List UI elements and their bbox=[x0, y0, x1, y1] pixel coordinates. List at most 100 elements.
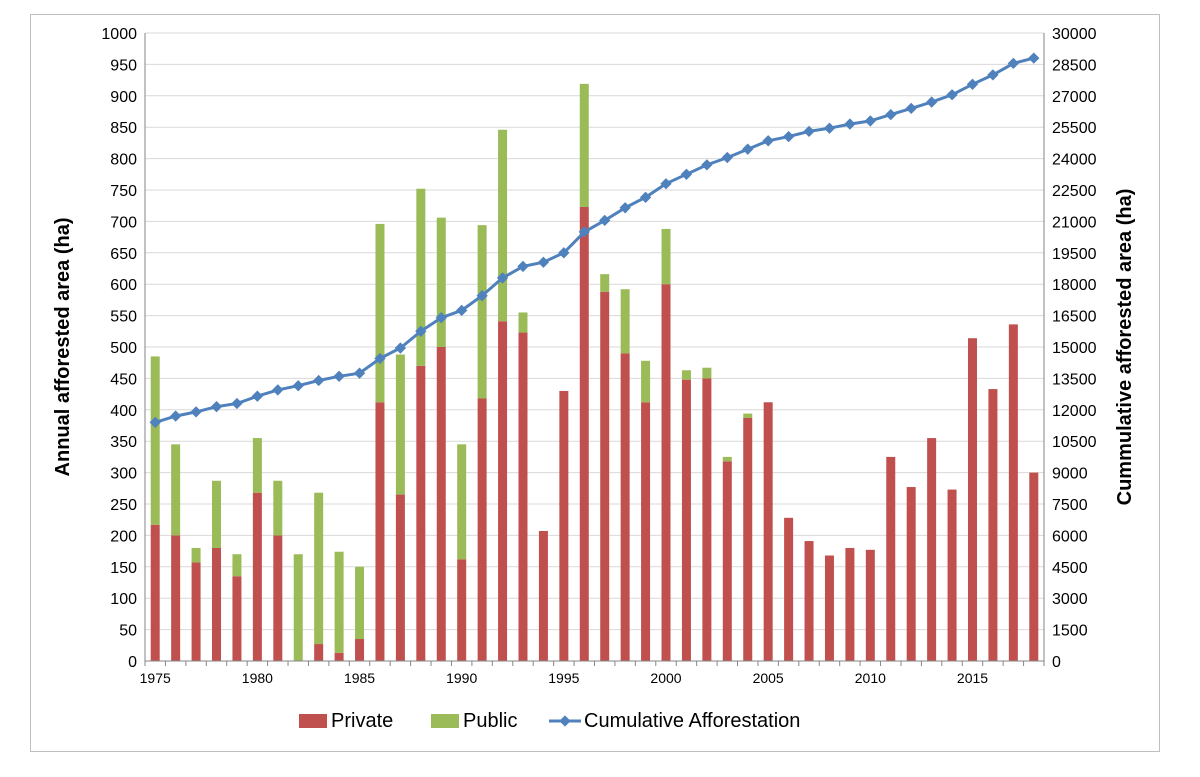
bar-private-1976 bbox=[171, 535, 181, 661]
cumulative-point-1990 bbox=[456, 304, 468, 317]
cumulative-point-2013 bbox=[925, 96, 938, 108]
bar-private-1996 bbox=[579, 206, 589, 661]
bar-private-1990 bbox=[457, 559, 467, 661]
cumulative-point-2006 bbox=[782, 130, 795, 143]
bar-private-2004 bbox=[743, 417, 753, 661]
y2-tick-label: 15000 bbox=[1052, 340, 1097, 357]
chart-frame: 0 50 100 150 200 250 300 350 400 450 500 550 600 650 7… bbox=[30, 14, 1160, 752]
y2-tick-label: 12000 bbox=[1052, 403, 1097, 420]
bar-private-1994 bbox=[538, 531, 548, 661]
cumulative-point-2007 bbox=[803, 125, 815, 138]
y2-tick-label: 28500 bbox=[1052, 57, 1097, 74]
legend: Private Public Cumulative Afforestation bbox=[299, 710, 800, 732]
legend-public-swatch bbox=[431, 714, 459, 728]
gridlines bbox=[145, 32, 1044, 662]
y2-tick-label: 0 bbox=[1052, 654, 1061, 671]
cumulative-point-1991 bbox=[476, 290, 488, 302]
bar-private-2007 bbox=[804, 541, 814, 661]
y2-tick-label: 3000 bbox=[1052, 591, 1088, 608]
bar-public-1985 bbox=[355, 566, 365, 640]
bar-private-1984 bbox=[334, 652, 344, 661]
cumulative-point-1996 bbox=[578, 226, 590, 238]
bar-public-1991 bbox=[477, 225, 487, 399]
bar-private-2009 bbox=[845, 547, 855, 661]
y2-tick-label: 21000 bbox=[1052, 214, 1097, 231]
bar-public-1975 bbox=[150, 356, 160, 525]
y-tick-label: 450 bbox=[110, 371, 137, 388]
bar-private-2015 bbox=[967, 338, 977, 661]
bar-private-2002 bbox=[702, 378, 712, 661]
bar-public-1979 bbox=[232, 554, 242, 577]
y2-tick-label: 27000 bbox=[1052, 89, 1097, 106]
bar-public-1992 bbox=[498, 129, 508, 322]
bar-public-1980 bbox=[252, 438, 262, 493]
bar-public-1983 bbox=[314, 492, 324, 645]
cumulative-point-1987 bbox=[394, 342, 407, 354]
cumulative-point-1983 bbox=[313, 374, 325, 387]
bar-private-1975 bbox=[150, 524, 160, 661]
y2-tick-label: 6000 bbox=[1052, 528, 1088, 545]
bar-private-2014 bbox=[947, 489, 957, 661]
bar-private-2012 bbox=[906, 487, 916, 661]
y2-tick-label: 30000 bbox=[1052, 26, 1097, 43]
x-tick-label: 1985 bbox=[344, 670, 375, 686]
bar-private-2006 bbox=[784, 517, 794, 661]
bar-private-2000 bbox=[661, 284, 671, 661]
cumulative-point-1980 bbox=[251, 390, 264, 402]
bar-private-2008 bbox=[824, 555, 834, 661]
x-tick-label: 2000 bbox=[650, 670, 681, 686]
cumulative-point-2000 bbox=[660, 178, 672, 190]
y-tick-label: 0 bbox=[128, 654, 137, 671]
y-tick-label: 500 bbox=[110, 340, 137, 357]
bar-public-2004 bbox=[743, 413, 753, 418]
cumulative-point-1981 bbox=[272, 384, 284, 396]
cumulative-point-1979 bbox=[231, 397, 243, 410]
legend-cumulative-label: Cumulative Afforestation bbox=[584, 710, 800, 732]
y2-tick-label: 22500 bbox=[1052, 183, 1097, 200]
legend-public-label: Public bbox=[463, 710, 517, 732]
y2-tick-label: 18000 bbox=[1052, 277, 1097, 294]
cumulative-point-1994 bbox=[537, 256, 550, 268]
bar-private-1981 bbox=[273, 535, 283, 661]
y-tick-label: 650 bbox=[110, 246, 137, 263]
x-tick-label: 1980 bbox=[242, 670, 273, 686]
bar-public-1976 bbox=[171, 444, 181, 536]
x-tick-label: 2015 bbox=[957, 670, 988, 686]
bar-private-1986 bbox=[375, 402, 385, 661]
bar-private-1997 bbox=[600, 291, 610, 661]
y2-tick-label: 4500 bbox=[1052, 560, 1088, 577]
cumulative-point-2009 bbox=[844, 118, 856, 130]
bar-public-1993 bbox=[518, 312, 528, 333]
axes-group bbox=[144, 33, 1045, 666]
y-tick-label: 850 bbox=[110, 120, 137, 137]
bar-private-1993 bbox=[518, 332, 528, 661]
bar-private-1999 bbox=[641, 402, 651, 661]
cumulative-line bbox=[154, 56, 1035, 424]
cumulative-point-1997 bbox=[599, 214, 611, 227]
cumulative-point-1989 bbox=[435, 312, 447, 324]
y-tick-label: 600 bbox=[110, 277, 137, 294]
bar-private-1987 bbox=[395, 494, 405, 661]
bar-private-1979 bbox=[232, 576, 242, 661]
bar-public-1987 bbox=[395, 354, 405, 495]
cumulative-point-2015 bbox=[966, 78, 979, 90]
bar-public-1977 bbox=[191, 547, 201, 563]
bar-private-1995 bbox=[559, 390, 569, 661]
cumulative-point-1978 bbox=[210, 401, 223, 413]
left-axis-ticks: 0 50 100 150 200 250 300 350 400 450 500 550 600 650 7… bbox=[101, 26, 137, 671]
bar-private-2016 bbox=[988, 389, 998, 661]
y-tick-label: 1000 bbox=[101, 26, 137, 43]
x-tick-label: 1975 bbox=[140, 670, 171, 686]
cumulative-point-2008 bbox=[823, 122, 836, 134]
cumulative-point-1998 bbox=[619, 202, 631, 214]
y-tick-label: 150 bbox=[110, 560, 137, 577]
x-tick-label: 1995 bbox=[548, 670, 579, 686]
bar-private-1977 bbox=[191, 562, 201, 661]
cumulative-point-1982 bbox=[292, 380, 304, 392]
bar-public-1998 bbox=[620, 289, 630, 354]
bar-private-2011 bbox=[886, 456, 896, 661]
bar-private-1985 bbox=[355, 639, 365, 661]
cumulative-point-2004 bbox=[742, 143, 754, 155]
bars-group bbox=[150, 83, 1039, 661]
cumulative-point-2003 bbox=[721, 151, 733, 164]
